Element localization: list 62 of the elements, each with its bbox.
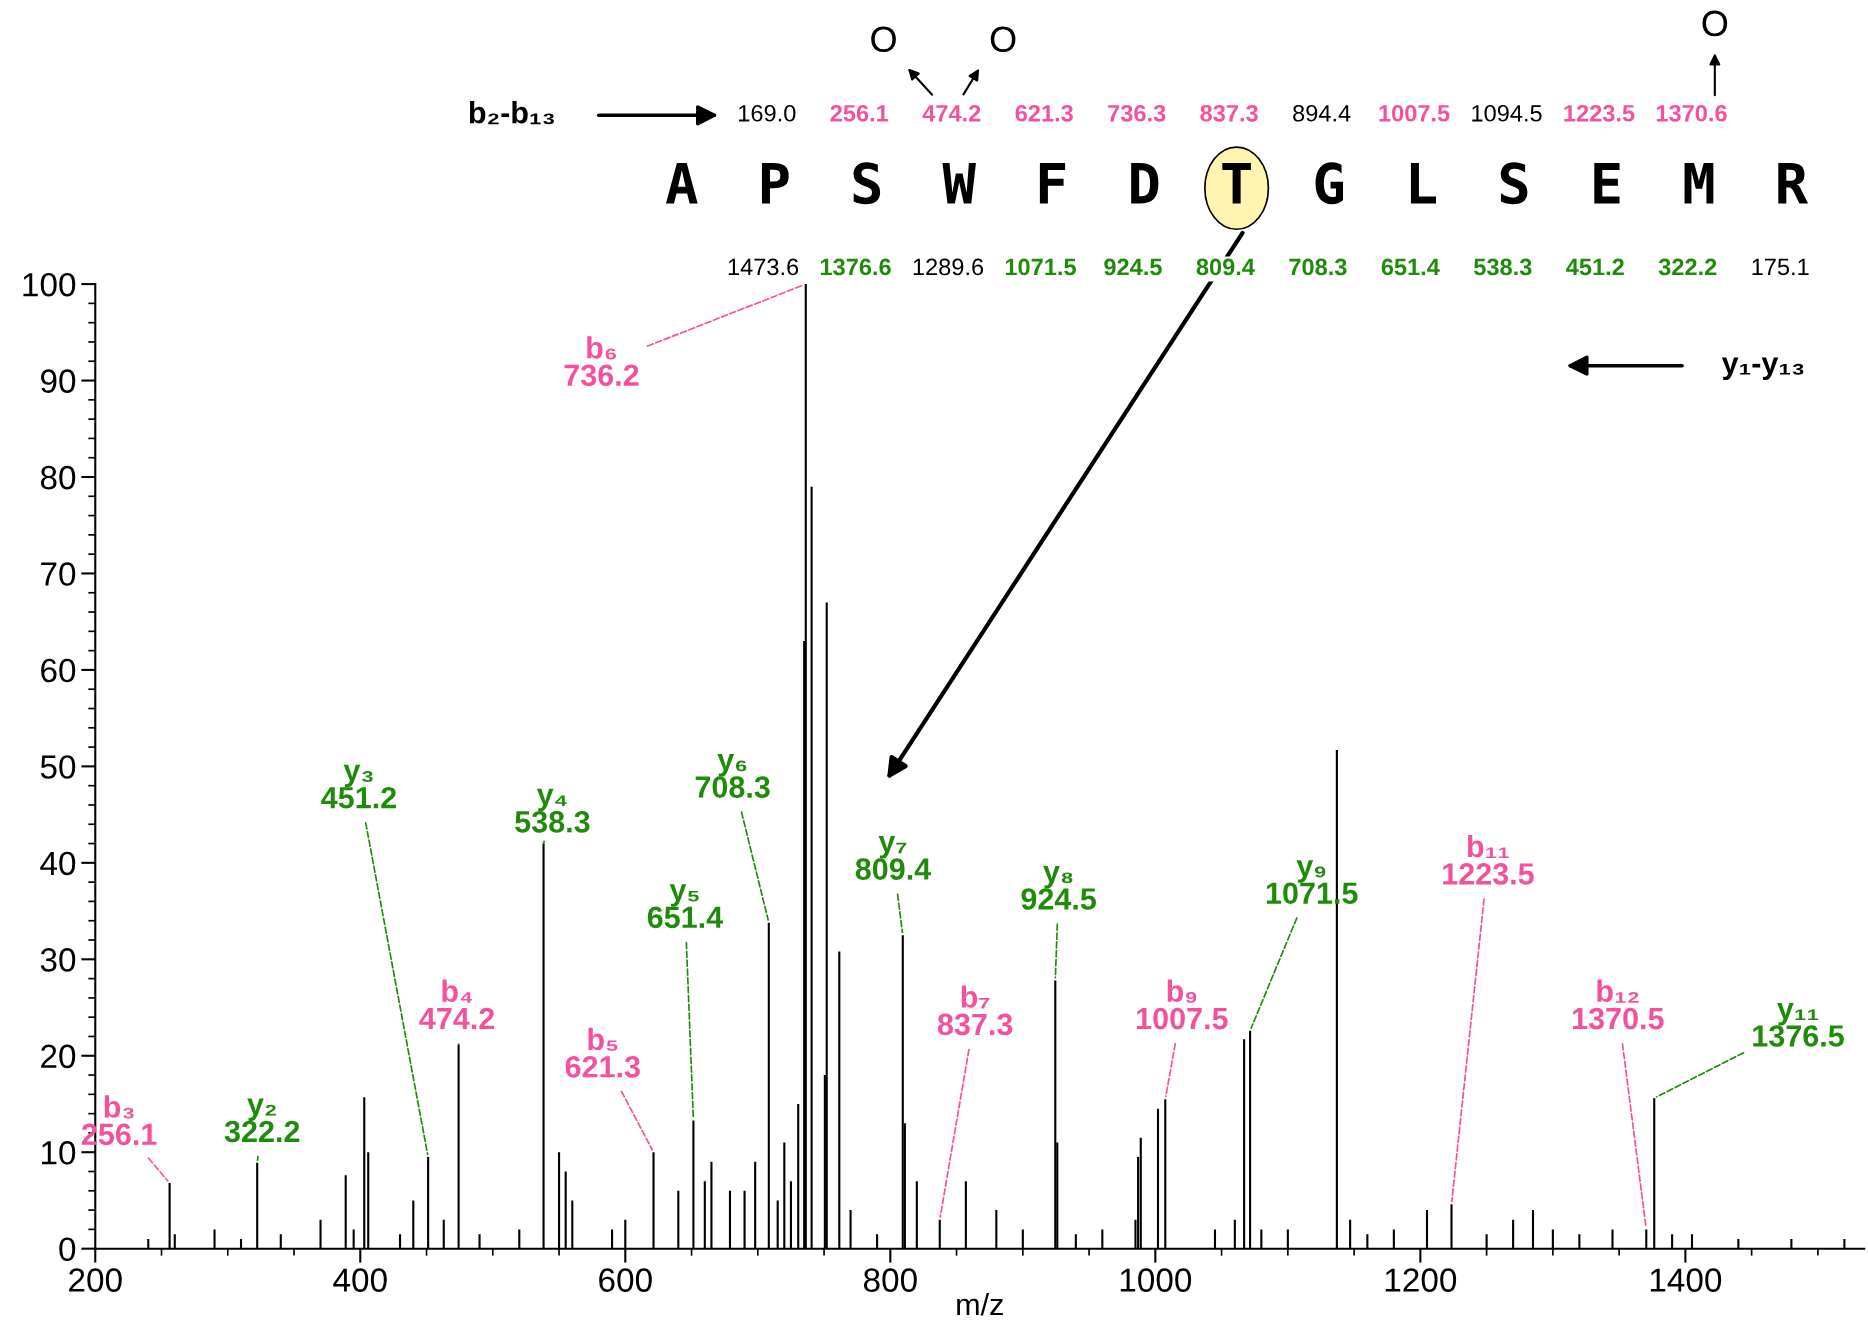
y-tick-label: 90 <box>41 369 76 393</box>
annotation: y₄ 538.3 <box>515 788 590 833</box>
y-tick-label: 10 <box>41 1141 76 1165</box>
annotation: y₆ 708.3 <box>695 754 770 798</box>
y-tick-label: 0 <box>59 1237 76 1262</box>
text: 474.2 <box>922 104 981 122</box>
text: 322.2 <box>1658 258 1717 276</box>
y-tick-label: 80 <box>40 465 76 490</box>
annotation: y₂ 322.2 <box>224 1098 300 1143</box>
text: 538.3 <box>1473 258 1532 276</box>
y-tick-label: 20 <box>41 1044 76 1069</box>
text: 175.1 <box>1752 258 1809 276</box>
annotation: y₃ 451.2 <box>321 764 396 809</box>
x-axis-title: m/z <box>957 1292 1003 1316</box>
x-tick-label: 1200 <box>1385 1268 1457 1292</box>
text: 837.3 <box>1200 104 1258 122</box>
annotation: b₉ 1007.5 <box>1137 979 1228 1030</box>
annotation: y₈ 924.5 <box>1021 865 1096 910</box>
annotation: y₅ 651.4 <box>647 884 723 929</box>
annotation: b₁₂ 1370.5 <box>1573 979 1664 1030</box>
text: 1007.5 <box>1379 104 1450 122</box>
annotation: b₆ 736.2 <box>564 336 639 387</box>
y-tick-label: 50 <box>40 755 76 779</box>
text: 809.4 <box>1196 258 1255 276</box>
text: 708.3 <box>1289 258 1347 276</box>
text: 651.4 <box>1381 258 1440 276</box>
y-tick-label: 30 <box>40 948 76 972</box>
text: 451.2 <box>1566 258 1624 276</box>
text: 894.4 <box>1293 104 1351 122</box>
x-tick-label: 600 <box>599 1268 652 1292</box>
text: O <box>1702 10 1728 37</box>
x-tick-label: 200 <box>69 1268 122 1292</box>
annotation: y₁₁ 1376.5 <box>1753 1002 1844 1047</box>
text: b₂-b₁₃ <box>469 101 554 125</box>
y-tick-label: 100 <box>23 272 76 297</box>
annotation: b₄ 474.2 <box>419 979 495 1030</box>
text: O <box>871 26 896 53</box>
annotation: b₅ 621.3 <box>565 1027 640 1078</box>
text: 1289.6 <box>913 258 984 276</box>
x-tick-label: 1000 <box>1120 1268 1192 1292</box>
text: 169.0 <box>739 104 796 122</box>
annotation: b₁₁ 1223.5 <box>1443 834 1534 885</box>
annotation: b₇ 837.3 <box>937 985 1013 1036</box>
text: 1071.5 <box>1005 258 1076 276</box>
y-tick-label: 60 <box>41 658 76 683</box>
x-tick-label: 400 <box>333 1268 387 1292</box>
y-tick-label: 40 <box>40 851 76 876</box>
x-tick-label: 1400 <box>1650 1268 1722 1292</box>
text: O <box>990 26 1016 53</box>
text: 621.3 <box>1015 104 1073 122</box>
text: 1094.5 <box>1472 104 1542 122</box>
x-tick-label: 800 <box>863 1268 917 1292</box>
text: 736.3 <box>1108 104 1166 122</box>
text: 1473.6 <box>728 258 799 276</box>
text: 1223.5 <box>1564 104 1635 122</box>
text: 924.5 <box>1104 258 1162 276</box>
annotation: y₁-y₁₃ <box>1721 357 1804 380</box>
text: 1376.6 <box>820 258 891 276</box>
annotation: y₇ 809.4 <box>855 836 932 880</box>
y-tick-label: 70 <box>41 562 76 586</box>
text: 256.1 <box>830 104 889 122</box>
text: 1370.6 <box>1656 104 1727 122</box>
